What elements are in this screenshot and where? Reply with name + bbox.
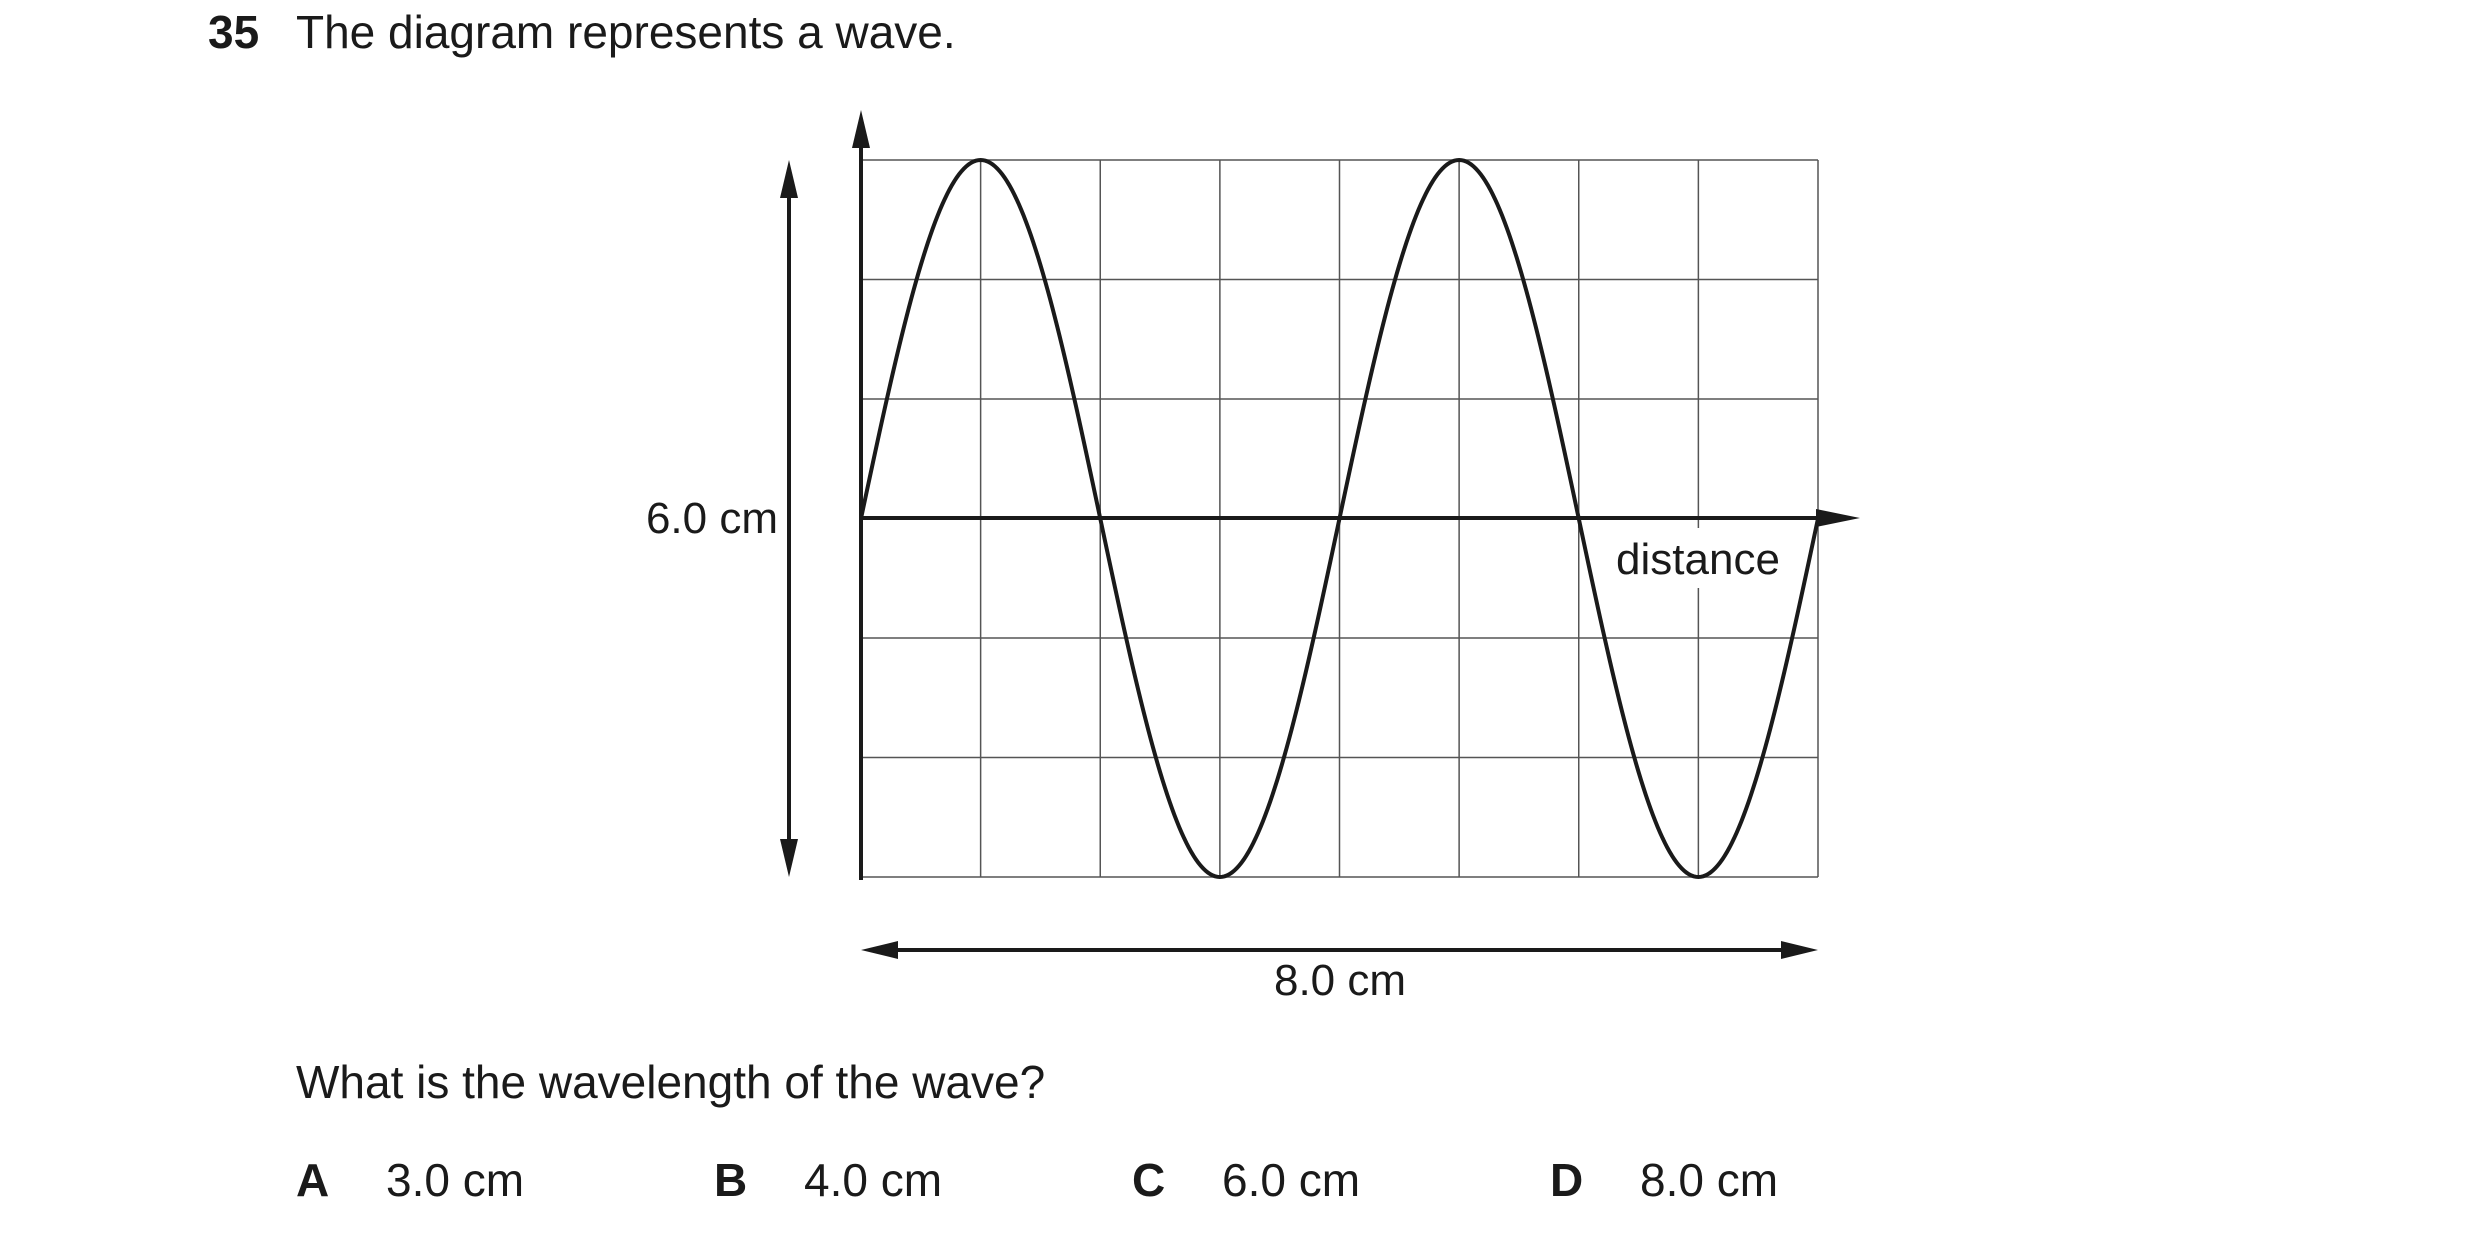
question-stem: The diagram represents a wave. (296, 6, 956, 58)
y-axis-arrowhead (852, 110, 870, 148)
option-value: 3.0 cm (386, 1154, 525, 1206)
option-letter: D (1550, 1154, 1584, 1206)
option-b[interactable]: B 4.0 cm (714, 1150, 942, 1210)
option-d[interactable]: D 8.0 cm (1550, 1150, 1778, 1210)
question-prompt: What is the wavelength of the wave? (296, 1056, 1046, 1108)
option-value: 4.0 cm (804, 1154, 943, 1206)
width-label: 8.0 cm (1274, 956, 1406, 1005)
x-axis (861, 509, 1860, 527)
question-header: 35 The diagram represents a wave. (208, 2, 956, 62)
option-letter: B (714, 1154, 748, 1206)
width-dimension-arrow (861, 941, 1818, 959)
option-letter: A (296, 1154, 330, 1206)
height-label: 6.0 cm (646, 494, 778, 543)
option-letter: C (1132, 1154, 1166, 1206)
distance-label-background (1598, 528, 1788, 588)
option-c[interactable]: C 6.0 cm (1132, 1150, 1360, 1210)
x-axis-arrowhead (1816, 509, 1860, 527)
option-a[interactable]: A 3.0 cm (296, 1150, 524, 1210)
option-value: 8.0 cm (1640, 1154, 1779, 1206)
y-axis (852, 110, 870, 880)
height-dimension-arrow (780, 160, 798, 877)
wave-diagram: distance 6.0 cm 8.0 cm (646, 110, 1860, 1005)
question-number: 35 (208, 6, 260, 58)
x-axis-label: distance (1616, 535, 1780, 584)
option-value: 6.0 cm (1222, 1154, 1361, 1206)
